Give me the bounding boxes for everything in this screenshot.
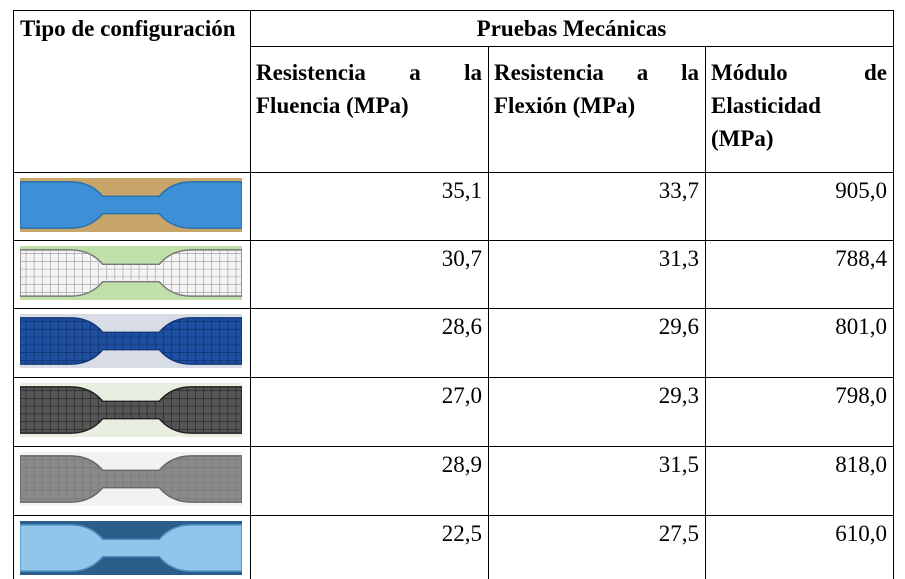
border (705, 46, 706, 579)
border (13, 308, 894, 309)
value-cell: 818,0 (835, 452, 887, 477)
border (13, 10, 14, 579)
border (13, 377, 894, 378)
specimen-image (20, 178, 242, 232)
specimen-image (20, 246, 242, 300)
config-header: Tipo de configuración (20, 16, 236, 41)
border (13, 10, 894, 11)
border (250, 46, 894, 47)
value-cell: 798,0 (835, 383, 887, 408)
value-cell: 27,5 (658, 521, 699, 546)
specimen-image (20, 521, 242, 575)
value-cell: 31,5 (658, 452, 699, 477)
column-header: Resistencia a la Flexión (MPa) (494, 60, 699, 118)
value-cell: 27,0 (441, 383, 482, 408)
value-cell: 905,0 (835, 178, 887, 203)
specimen-image (20, 452, 242, 506)
value-cell: 22,5 (441, 521, 482, 546)
value-cell: 610,0 (835, 521, 887, 546)
value-cell: 29,6 (658, 314, 699, 339)
border (488, 46, 489, 579)
value-cell: 788,4 (835, 246, 887, 271)
value-cell: 33,7 (658, 178, 699, 203)
group-header: Pruebas Mecánicas (476, 16, 667, 41)
value-cell: 28,9 (441, 452, 482, 477)
value-cell: 35,1 (441, 178, 482, 203)
value-cell: 801,0 (835, 314, 887, 339)
border (250, 10, 251, 579)
column-header: Módulo de Elasticidad (MPa) (711, 60, 887, 151)
value-cell: 29,3 (658, 383, 699, 408)
border (13, 240, 894, 241)
specimen-image (20, 314, 242, 368)
value-cell: 30,7 (441, 246, 482, 271)
column-header: Resistencia a la Fluencia (MPa) (256, 60, 482, 118)
value-cell: 31,3 (658, 246, 699, 271)
border (13, 172, 894, 173)
specimen-image (20, 383, 242, 437)
border (13, 446, 894, 447)
border (13, 515, 894, 516)
border (893, 10, 894, 579)
value-cell: 28,6 (441, 314, 482, 339)
